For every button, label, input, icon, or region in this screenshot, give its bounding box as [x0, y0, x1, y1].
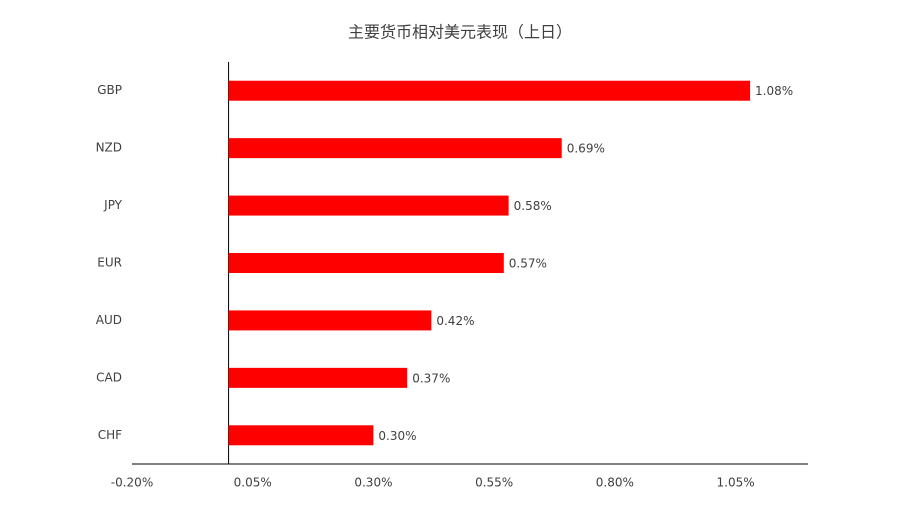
bar	[228, 195, 509, 216]
data-label: 0.37%	[412, 371, 450, 385]
bar	[228, 138, 562, 159]
bar	[228, 253, 504, 273]
x-tick-label: 0.55%	[475, 476, 513, 490]
y-tick-label: GBP	[97, 83, 122, 97]
y-tick-label: CAD	[96, 370, 122, 384]
x-tick-label: 0.05%	[234, 476, 272, 490]
x-tick-label: 0.80%	[596, 476, 634, 490]
y-tick-label: AUD	[96, 313, 122, 327]
x-tick-label: 0.30%	[354, 476, 392, 490]
data-label: 0.69%	[567, 142, 605, 156]
y-tick-label: CHF	[98, 428, 122, 442]
bar	[228, 367, 408, 388]
y-tick-label: NZD	[96, 141, 122, 155]
x-tick-label: 1.05%	[717, 476, 755, 490]
data-label: 0.58%	[514, 199, 552, 213]
data-label: 1.08%	[755, 84, 793, 98]
data-label: 0.30%	[378, 429, 416, 443]
bar	[228, 425, 374, 446]
x-tick-label: -0.20%	[111, 476, 153, 490]
bar	[228, 80, 751, 101]
data-label: 0.57%	[509, 257, 547, 271]
data-label: 0.42%	[436, 314, 474, 328]
bar	[228, 310, 432, 331]
chart-title: 主要货币相对美元表现（上日）	[348, 23, 572, 42]
y-tick-label: JPY	[103, 198, 123, 212]
y-tick-label: EUR	[97, 256, 122, 270]
